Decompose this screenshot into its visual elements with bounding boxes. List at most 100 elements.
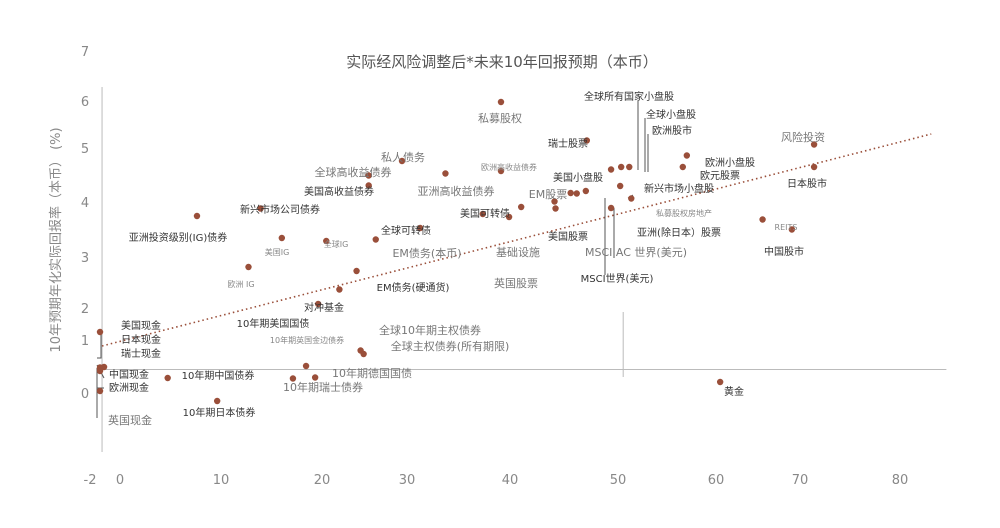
point-label: MSCI世界(美元) xyxy=(581,272,654,285)
point-label: 欧洲 IG xyxy=(227,279,254,289)
data-point xyxy=(617,163,625,171)
point-label: 欧元股票 xyxy=(700,170,740,182)
data-point xyxy=(278,234,286,242)
data-point xyxy=(365,182,372,189)
point-label: 美国小盘股 xyxy=(553,171,603,184)
y-tick-label: 7 xyxy=(81,45,89,60)
data-point xyxy=(497,167,505,175)
data-point xyxy=(628,195,635,202)
point-label: 新兴市场小盘股 xyxy=(644,182,714,195)
data-point xyxy=(479,210,487,218)
data-point xyxy=(96,387,104,395)
point-label: 私募股权 xyxy=(478,112,522,125)
data-point xyxy=(336,286,343,293)
point-label: 10年期德国国债 xyxy=(332,366,412,380)
point-label: 全球可转债 xyxy=(381,224,431,237)
point-label: MSCI AC 世界(美元) xyxy=(585,246,687,259)
point-label: 风险投资 xyxy=(781,130,825,144)
data-point xyxy=(607,166,615,173)
x-tick-label: 80 xyxy=(892,473,909,488)
data-point xyxy=(314,300,322,308)
y-tick-label: 6 xyxy=(81,95,89,110)
y-tick-label: 0 xyxy=(81,387,89,402)
x-tick-label: 30 xyxy=(399,473,416,488)
y-tick-label: 4 xyxy=(81,196,89,211)
point-label: 瑞士现金 xyxy=(121,347,161,360)
point-label: 亚洲(除日本）股票 xyxy=(637,226,721,239)
point-label: 美国IG xyxy=(265,247,290,257)
data-point xyxy=(372,236,379,243)
data-point xyxy=(810,163,818,171)
point-label: 10年期中国债券 xyxy=(182,369,255,382)
point-label: 全球小盘股 xyxy=(646,108,696,121)
point-label: 对冲基金 xyxy=(304,301,344,314)
point-label: 10年期美国国债 xyxy=(237,317,310,330)
point-label: 亚洲投资级别(IG)债券 xyxy=(129,231,228,244)
data-point xyxy=(583,137,591,144)
point-label: 美国可转债 xyxy=(460,207,510,220)
labels-layer: 私募股权全球所有国家小盘股全球小盘股欧洲股市瑞士股票风险投资日本股市欧洲小盘股欧… xyxy=(108,90,827,427)
y-tick-label: 1 xyxy=(81,334,89,349)
trend-layer xyxy=(101,133,932,347)
point-label: REITS xyxy=(775,223,798,232)
point-label: 瑞士股票 xyxy=(548,137,588,150)
x-tick-label: 40 xyxy=(502,473,519,488)
x-tick-label: 70 xyxy=(792,473,809,488)
point-label: 欧洲现金 xyxy=(109,381,149,394)
data-point xyxy=(289,375,297,382)
point-label: 日本现金 xyxy=(121,333,161,346)
data-point xyxy=(810,141,818,148)
x-tick-label: 50 xyxy=(610,473,627,488)
point-label: 新兴市场公司债券 xyxy=(240,203,320,216)
data-point xyxy=(302,362,310,370)
point-label: 中国股市 xyxy=(764,245,804,258)
x-tick-label: 20 xyxy=(314,473,331,488)
data-point xyxy=(245,263,252,271)
data-point xyxy=(96,367,104,375)
data-point xyxy=(616,182,624,190)
x-tick-label: 0 xyxy=(116,473,124,488)
data-point xyxy=(497,98,505,106)
axes-layer: -2 0 10 20 30 40 50 60 70 80 0 1 2 3 4 5 6 7 xyxy=(81,45,947,488)
data-point xyxy=(323,237,330,245)
point-label: 中国现金 xyxy=(109,368,149,381)
data-point xyxy=(759,216,766,223)
x-tick-label: 10 xyxy=(213,473,230,488)
data-point xyxy=(365,172,372,179)
x-tick-label: 60 xyxy=(708,473,725,488)
data-point xyxy=(257,205,264,212)
point-label: 10年期日本债券 xyxy=(183,406,256,419)
data-point xyxy=(416,224,424,232)
point-label: 欧洲股市 xyxy=(652,124,692,137)
data-point xyxy=(193,212,201,220)
point-label: 亚洲高收益债券 xyxy=(418,184,495,198)
point-label: 欧洲小盘股 xyxy=(705,156,755,169)
data-point xyxy=(213,397,221,405)
point-label: 全球IG xyxy=(324,239,349,249)
points-layer xyxy=(96,98,818,405)
point-label: 美国现金 xyxy=(121,319,161,332)
point-label: 英国股票 xyxy=(494,276,538,290)
point-label: 私募股权房地产 xyxy=(656,208,712,218)
chart-title: 实际经风险调整后*未来10年回报预期（本币） xyxy=(346,53,658,71)
data-point xyxy=(360,350,367,358)
point-label: 欧洲高收益债券 xyxy=(481,162,537,172)
point-label: EM股票 xyxy=(529,188,567,201)
point-label: 日本股市 xyxy=(787,177,827,190)
data-point xyxy=(164,374,171,382)
data-point xyxy=(517,203,525,211)
data-point xyxy=(573,190,580,197)
y-axis-label: 10年预期年化实际回报率（本币） (%) xyxy=(48,127,64,352)
trendline xyxy=(101,133,932,347)
point-label: EM债务(本币) xyxy=(392,246,461,260)
y-tick-label: 3 xyxy=(81,251,89,266)
data-point xyxy=(311,374,319,381)
point-label: 全球高收益债券 xyxy=(315,165,392,179)
data-point xyxy=(442,170,449,177)
point-label: 全球主权债券(所有期限) xyxy=(391,339,510,353)
point-label: 美国股票 xyxy=(548,230,588,243)
y-tick-label: 2 xyxy=(81,302,89,317)
data-point xyxy=(505,213,513,221)
data-point xyxy=(551,198,558,205)
